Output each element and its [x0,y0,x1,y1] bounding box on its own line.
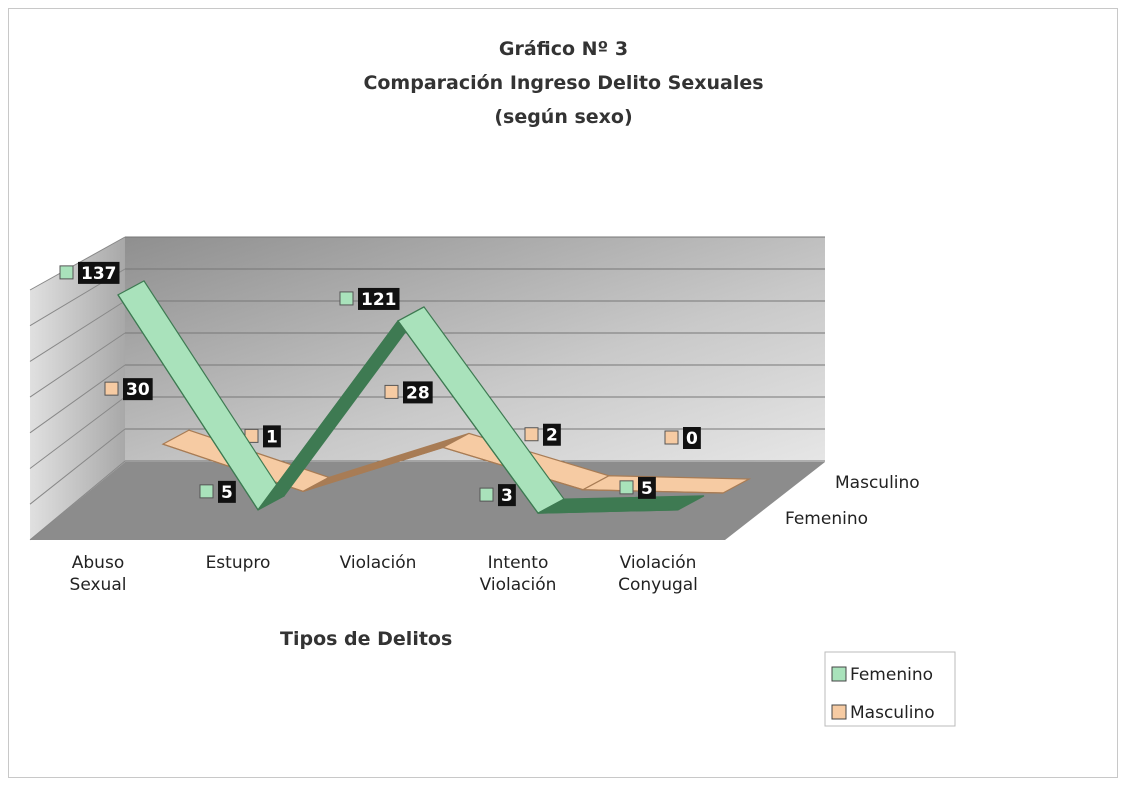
wall-line [29,364,126,434]
wall-line [29,236,126,291]
data-label-box [78,261,120,284]
label-swatch [384,384,399,399]
label-swatch [104,381,119,396]
data-label: 121 [361,290,397,310]
data-label-box [683,427,701,449]
x-tick-label: Intento Violación [479,553,557,595]
wall-line [29,300,126,362]
data-label-box [638,476,656,499]
wall-line [29,460,126,541]
data-label: 137 [81,264,117,284]
chart-title: Comparación Ingreso Delito Sexuales [363,72,764,94]
data-label: 28 [406,383,430,403]
data-label: 30 [126,380,150,400]
floor [30,462,825,540]
series-line [117,294,679,514]
label-swatch [339,291,354,306]
data-label: 1 [266,427,278,447]
chart-frame [8,8,1118,778]
wall-line [29,428,126,505]
data-label: 5 [221,483,233,503]
label-swatch [524,427,539,442]
data-label-box [358,287,400,310]
x-tick-label: Violación Conyugal [618,553,698,595]
legend-swatch [831,666,847,682]
chart-title: (según sexo) [494,106,633,128]
label-swatch [664,430,679,445]
data-label-box [123,378,153,401]
depth-label: Masculino [835,473,920,493]
wall-line [29,396,126,469]
x-tick-label: Estupro [205,553,271,573]
back-wall [125,237,825,462]
data-label: 0 [686,429,698,449]
data-label-box [543,423,561,446]
data-label: 5 [641,479,653,499]
label-swatch [619,480,634,495]
data-label-box [403,381,433,404]
data-label-box [218,480,236,503]
label-swatch [199,484,214,499]
legend-swatch [831,704,847,720]
chart-title: Gráfico Nº 3 [498,38,629,60]
label-swatch [59,265,74,280]
legend-box [824,651,956,727]
x-axis-label: Tipos de Delitos [280,628,453,650]
data-label: 2 [546,426,558,446]
legend-label: Masculino [850,703,935,723]
legend-label: Femenino [850,665,933,685]
label-swatch [479,487,494,502]
x-tick-label: Violación [339,553,417,573]
data-label-box [263,425,281,448]
wall-line [29,332,126,398]
data-label-box [498,484,516,507]
data-label: 3 [501,486,513,506]
depth-label: Femenino [785,509,868,529]
x-tick-label: Abuso Sexual [69,553,127,595]
side-wall [30,237,125,540]
